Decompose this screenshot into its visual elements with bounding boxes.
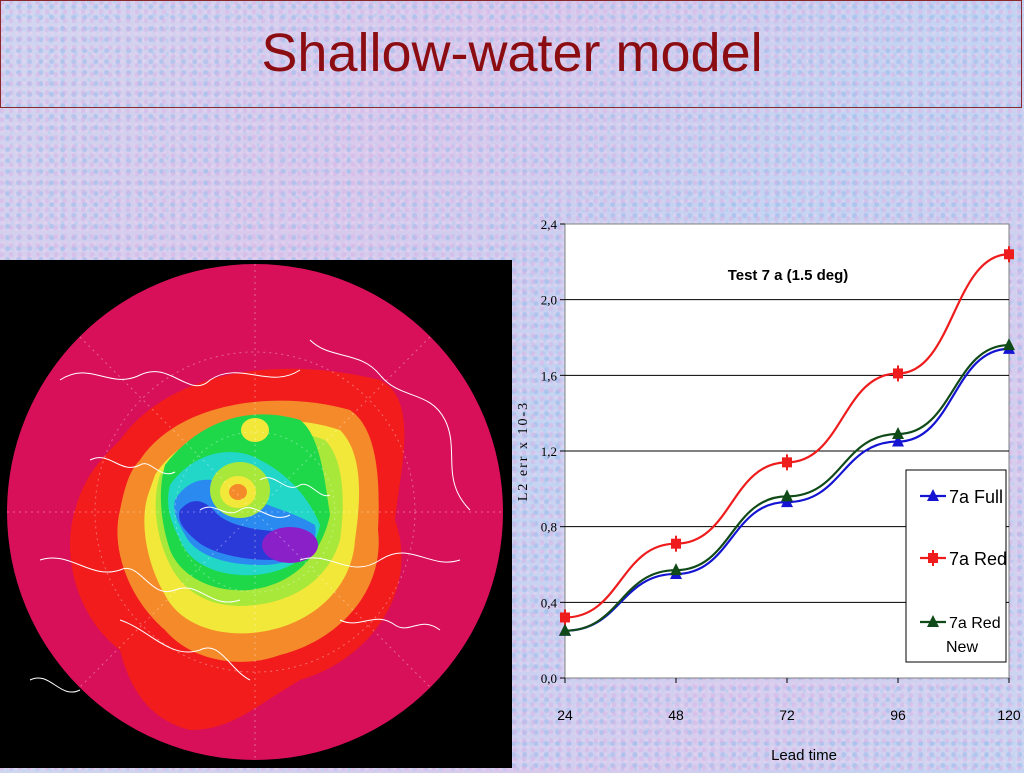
x-axis-ticks: 24 48 72 96 120	[557, 678, 1021, 723]
y-tick-label: 0,8	[541, 520, 557, 535]
graticule	[7, 264, 503, 760]
contour-center-orange	[229, 484, 247, 500]
data-point	[559, 623, 571, 636]
legend-box	[905, 469, 1007, 663]
x-tick-label: 72	[779, 707, 795, 723]
y-axis-ticks: 0,0 0,4 0,8 1,2 1,6 2,0 2,4	[541, 217, 565, 686]
data-point	[670, 563, 682, 576]
contour-north-yellow	[241, 418, 269, 442]
contour-purple	[262, 527, 318, 563]
legend-label: 7a Red	[949, 549, 1007, 569]
series-line	[564, 253, 1010, 619]
y-tick-label: 2,0	[541, 293, 557, 308]
x-tick-label: 96	[890, 707, 906, 723]
legend-label: 7a Full	[949, 487, 1003, 507]
y-tick-label: 1,2	[541, 444, 557, 459]
y-tick-label: 0,4	[541, 595, 558, 610]
data-point	[892, 434, 904, 447]
polar-map-svg	[7, 264, 503, 760]
data-point	[1003, 338, 1015, 351]
series-2	[560, 246, 1014, 626]
series-3	[559, 338, 1015, 636]
y-tick-label: 2,4	[541, 217, 558, 232]
y-tick-label: 0,0	[541, 671, 557, 686]
legend-item-2: 7a Red	[920, 549, 1007, 569]
series-group	[559, 246, 1015, 636]
x-tick-label: 48	[668, 707, 684, 723]
l2-error-chart: 0,0 0,4 0,8 1,2 1,6 2,0 2,4 24 48 72 96 120 Test 7…	[505, 208, 1024, 768]
data-point	[781, 489, 793, 502]
coastlines	[29, 339, 471, 693]
slide-title: Shallow-water model	[261, 23, 763, 83]
chart-svg: 0,0 0,4 0,8 1,2 1,6 2,0 2,4 24 48 72 96 120 Test 7…	[516, 217, 1021, 764]
data-point	[892, 426, 904, 439]
legend-marker	[927, 489, 939, 501]
x-tick-label: 24	[557, 707, 573, 723]
legend-marker	[927, 615, 939, 627]
y-axis-label: L2 err x 10-3	[516, 401, 531, 501]
legend-item-3: 7a Red New	[920, 615, 1001, 656]
y-tick-label: 1,6	[541, 368, 558, 383]
title-bar	[0, 0, 1022, 108]
x-tick-label: 120	[997, 707, 1021, 723]
legend-label-cont: New	[946, 639, 978, 656]
legend: 7a Full 7a Red 7a Red New	[905, 469, 1007, 663]
chart-title: Test 7 a (1.5 deg)	[728, 267, 849, 284]
x-axis-label: Lead time	[771, 747, 837, 764]
legend-item-1: 7a Full	[920, 487, 1003, 507]
legend-label: 7a Red	[949, 615, 1001, 632]
polar-field-map	[0, 260, 512, 768]
